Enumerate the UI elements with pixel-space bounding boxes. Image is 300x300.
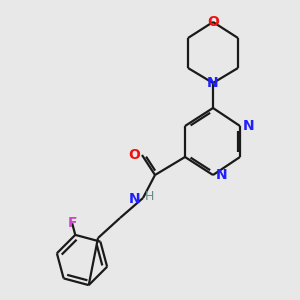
Text: N: N [243,119,255,133]
Text: H: H [144,190,154,203]
Text: F: F [68,216,77,230]
Text: O: O [207,15,219,29]
Text: N: N [216,168,228,182]
Text: N: N [207,76,219,90]
Text: N: N [129,192,141,206]
Text: O: O [128,148,140,162]
